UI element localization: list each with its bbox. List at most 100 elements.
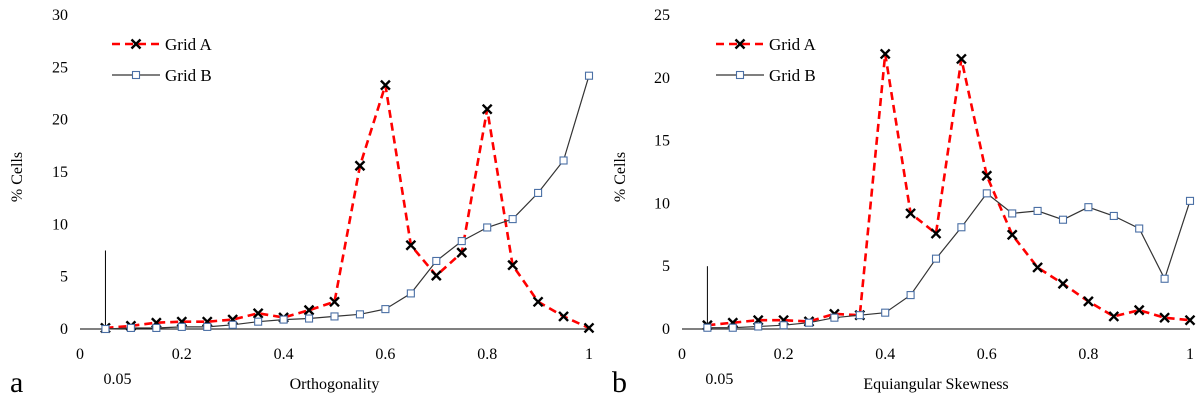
data-point-grid-a — [1108, 311, 1120, 322]
x-tick-label: 0.6 — [375, 346, 395, 363]
x-marker-stroke — [532, 296, 544, 308]
legend: Grid A Grid B — [716, 35, 816, 85]
x-tick-label: 0 — [76, 346, 84, 363]
x-marker-stroke — [879, 48, 891, 60]
data-point-grid-b — [304, 314, 314, 323]
y-tick-label: 10 — [654, 195, 670, 212]
data-point-grid-a — [456, 247, 468, 258]
data-point-grid-b — [1033, 206, 1042, 215]
data-point-grid-b — [432, 256, 441, 266]
legend-marker-x — [734, 38, 746, 50]
data-point-grid-b — [881, 308, 890, 317]
data-point-grid-a — [252, 307, 264, 319]
y-tick-label: 0 — [60, 321, 68, 338]
data-point-grid-b — [804, 318, 814, 327]
x-marker-stroke — [481, 103, 493, 115]
data-point-grid-b — [152, 323, 161, 333]
data-point-grid-b — [703, 323, 712, 332]
data-point-grid-a — [354, 160, 366, 172]
data-point-grid-b — [754, 322, 763, 331]
data-point-grid-b — [457, 237, 466, 246]
y-tick-label: 10 — [52, 216, 68, 233]
x-tick-label: 0.8 — [477, 346, 497, 363]
data-point-grid-b — [534, 188, 543, 197]
data-point-grid-b — [203, 322, 212, 331]
legend-marker-square — [131, 70, 141, 80]
x-marker-stroke — [1133, 304, 1145, 316]
series-line-grid-a — [707, 53, 1191, 327]
data-point-grid-b — [1008, 209, 1017, 218]
data-point-grid-b — [830, 313, 839, 322]
legend-marker-x — [130, 38, 142, 50]
data-point-grid-b — [1109, 211, 1118, 221]
x-tick-label: 0.4 — [274, 346, 294, 363]
data-point-grid-b — [584, 71, 594, 80]
x-marker-stroke — [1108, 311, 1120, 322]
data-point-grid-a — [481, 103, 493, 115]
y-tick-label: 20 — [654, 70, 670, 87]
data-point-grid-b — [508, 215, 517, 224]
data-point-grid-a — [532, 296, 544, 308]
series-line-grid-b — [707, 192, 1191, 329]
data-point-grid-a — [430, 270, 442, 281]
y-axis-label: % Cells — [612, 152, 629, 202]
series-line-grid-a — [105, 84, 590, 330]
data-point-grid-a — [1006, 229, 1018, 241]
data-point-grid-a — [1159, 312, 1170, 324]
data-point-grid-b — [126, 323, 135, 333]
x-axis-label: Orthogonality — [290, 376, 380, 393]
data-point-grid-a — [303, 304, 315, 316]
x-marker-stroke — [405, 239, 417, 251]
data-point-grid-b — [381, 305, 390, 314]
x-tick-label: 0.4 — [875, 346, 895, 363]
x-axis-label: Equiangular Skewness — [863, 376, 1008, 393]
x-tick-label: 0.8 — [1078, 346, 1098, 363]
data-point-grid-a — [956, 53, 967, 65]
x-marker-stroke — [1006, 229, 1018, 241]
y-tick-label: 5 — [662, 258, 670, 275]
legend-marker-square — [735, 70, 745, 80]
x-marker-stroke — [981, 170, 993, 182]
data-point-grid-a — [1057, 278, 1069, 290]
y-tick-label: 20 — [52, 112, 68, 129]
legend-label: Grid A — [165, 35, 212, 54]
x-marker-stroke — [252, 307, 264, 319]
data-point-grid-a — [558, 311, 569, 322]
data-point-grid-b — [355, 310, 365, 319]
chart-panel-b: 0 5 10 15 20 25 0 0.2 0.4 0.6 0.8 1 0.05 Equiangular … — [612, 7, 1196, 399]
x-tick-label: 0.2 — [774, 346, 794, 363]
y-tick-label: 5 — [60, 269, 68, 286]
data-point-grid-a — [1184, 314, 1196, 326]
data-point-grid-a — [507, 259, 518, 271]
data-point-grid-a — [405, 239, 417, 251]
data-point-grid-b — [254, 317, 263, 326]
y-axis-label: % Cells — [9, 152, 26, 202]
data-point-grid-b — [101, 324, 110, 334]
x-tick-label: 0.6 — [977, 346, 997, 363]
x-marker-stroke — [930, 228, 942, 239]
data-point-grid-b — [406, 289, 415, 298]
data-point-grid-b — [982, 189, 991, 198]
x-marker-stroke — [956, 53, 967, 65]
data-point-grid-b — [931, 254, 941, 263]
legend-label: Grid B — [769, 66, 816, 85]
legend-label: Grid A — [769, 35, 816, 54]
y-tick-label: 15 — [654, 133, 670, 150]
data-point-grid-b — [1135, 224, 1144, 233]
data-point-grid-a — [981, 170, 993, 182]
data-point-grid-a — [583, 322, 595, 334]
data-point-grid-b — [228, 320, 237, 329]
data-point-grid-b — [1185, 196, 1195, 205]
data-point-grid-b — [1084, 203, 1093, 212]
x-marker-stroke — [1057, 278, 1069, 290]
x-marker-stroke — [1083, 296, 1094, 307]
data-point-grid-a — [879, 48, 891, 60]
data-point-grid-b — [906, 291, 915, 300]
x-marker-stroke — [430, 270, 442, 281]
legend: Grid A Grid B — [112, 35, 212, 85]
panel-label: b — [612, 366, 627, 399]
extra-tick-label: 0.05 — [103, 371, 131, 388]
data-point-grid-b — [728, 323, 737, 332]
x-marker-stroke — [329, 296, 340, 308]
data-point-grid-b — [483, 223, 492, 232]
